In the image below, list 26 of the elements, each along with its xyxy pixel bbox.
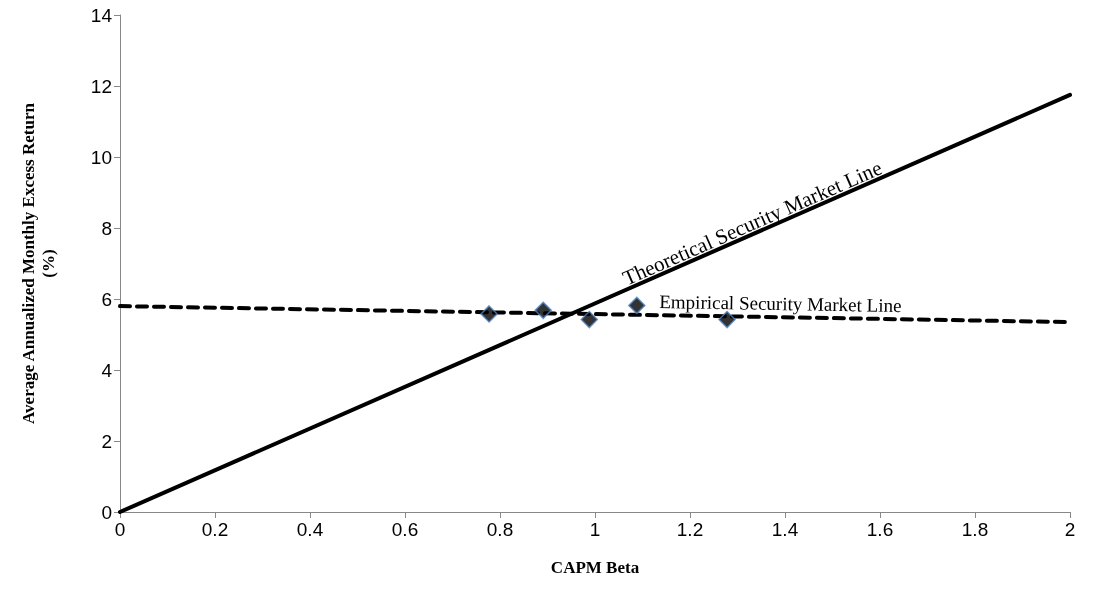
x-tick-label: 0.2 <box>201 519 229 540</box>
x-tick-label: 1.8 <box>961 519 989 540</box>
point <box>628 296 646 315</box>
x-tick-label: 1.2 <box>676 519 704 540</box>
x-tick-label: 0.6 <box>391 519 419 540</box>
point <box>480 305 498 323</box>
point <box>534 301 552 320</box>
y-tick-label: 2 <box>101 430 112 452</box>
y-tick-label: 12 <box>90 75 112 97</box>
annotation: Empirical Security Market Line <box>659 291 902 317</box>
x-tick-label: 1.6 <box>866 519 894 540</box>
x-tick-label: 1.4 <box>771 519 799 540</box>
x-tick-label: 2 <box>1064 519 1076 540</box>
x-tick-label: 0 <box>114 519 126 540</box>
y-tick-label: 14 <box>90 4 113 26</box>
y-tick-label: 8 <box>101 217 112 239</box>
y-tick-label: 6 <box>101 288 112 310</box>
y-axis-title: Average Annualized Monthly Excess Return (%) <box>18 102 58 424</box>
x-axis-title: CAPM Beta <box>550 557 640 577</box>
y-tick-label: 10 <box>90 146 112 168</box>
x-tick-label: 0.4 <box>296 519 324 540</box>
x-tick-label: 1 <box>589 519 601 540</box>
y-tick-label: 0 <box>101 501 112 523</box>
x-tick-label: 0.8 <box>486 519 514 540</box>
y-tick-label: 4 <box>101 359 113 381</box>
point <box>580 310 599 329</box>
